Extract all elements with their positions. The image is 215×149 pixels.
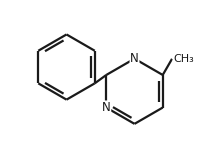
Text: N: N	[102, 101, 111, 114]
Text: CH₃: CH₃	[173, 54, 194, 64]
Text: N: N	[130, 52, 139, 65]
